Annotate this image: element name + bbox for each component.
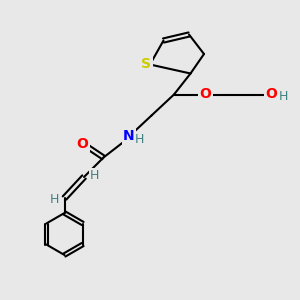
Text: O: O: [200, 88, 211, 101]
Text: O: O: [266, 88, 278, 101]
Text: H: H: [279, 89, 288, 103]
Text: N: N: [123, 130, 135, 143]
Text: O: O: [76, 137, 88, 151]
Text: H: H: [90, 169, 99, 182]
Text: H: H: [49, 193, 59, 206]
Text: H: H: [135, 133, 144, 146]
Text: S: S: [141, 58, 152, 71]
